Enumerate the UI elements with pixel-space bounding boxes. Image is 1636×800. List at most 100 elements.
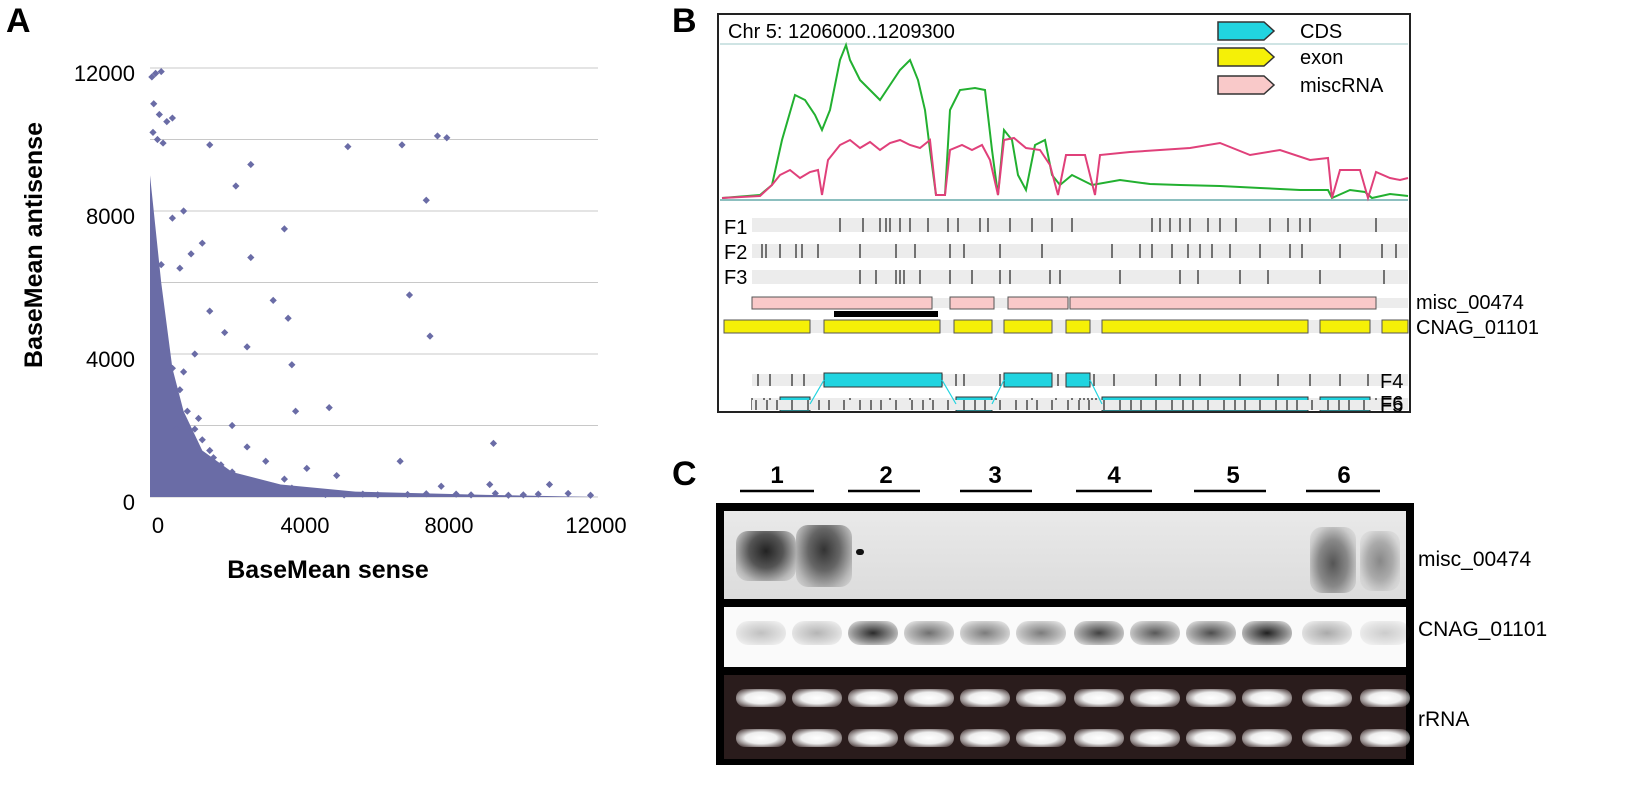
cnag-band xyxy=(1074,621,1124,645)
track-label-cnag-01101: CNAG_01101 xyxy=(1416,317,1539,339)
misc-rna-block xyxy=(949,296,995,310)
f3-stop-codons xyxy=(859,270,1385,284)
scatter-point xyxy=(303,464,311,472)
y-tick-0: 0 xyxy=(123,490,135,515)
x-tick-8000: 8000 xyxy=(425,513,474,538)
antisense-coverage-line xyxy=(721,136,1409,202)
scatter-point xyxy=(243,443,251,451)
scatter-point xyxy=(157,261,165,269)
scatter-point xyxy=(152,69,160,77)
scatter-point xyxy=(452,490,460,498)
scatter-point xyxy=(280,225,288,233)
scatter-point xyxy=(148,73,156,81)
scatter-point xyxy=(269,296,277,304)
rrna-band xyxy=(904,729,954,747)
lane-label-4: 4 xyxy=(1107,462,1121,489)
scatter-point xyxy=(374,491,382,499)
exon-block xyxy=(723,319,811,334)
cnag-band xyxy=(848,621,898,645)
sense-coverage-line xyxy=(721,41,1409,200)
scatter-point xyxy=(247,160,255,169)
legend-exon-label: exon xyxy=(1300,47,1343,69)
scatter-point xyxy=(405,291,414,299)
scatter-point xyxy=(183,407,191,415)
scatter-point xyxy=(491,489,499,498)
exon-block xyxy=(1101,319,1309,334)
rrna-band xyxy=(736,729,786,747)
scatter-point xyxy=(437,482,445,490)
x-tick-0: 0 xyxy=(152,513,164,538)
scatter-point xyxy=(153,135,162,144)
scatter-plot: 0 4000 8000 12000 0 4000 8000 12000 Base… xyxy=(20,61,627,584)
frame-label-f1: F1 xyxy=(724,217,747,239)
scatter-point xyxy=(168,214,176,222)
y-tick-4000: 4000 xyxy=(86,347,135,372)
browser-frame xyxy=(717,13,1411,413)
rrna-band xyxy=(1360,729,1410,747)
splice-connectors xyxy=(809,379,1103,405)
scatter-point xyxy=(180,368,188,376)
frame-label-f5: F5 xyxy=(1380,395,1403,417)
scatter-point xyxy=(288,361,296,369)
scatter-point xyxy=(489,439,498,447)
rrna-band xyxy=(1302,729,1352,747)
exon-block xyxy=(1319,319,1371,334)
exon-legend-swatch xyxy=(1217,47,1276,67)
lane-label-2: 2 xyxy=(879,462,892,489)
scatter-point xyxy=(157,67,165,76)
rrna-band xyxy=(1016,689,1066,707)
cds-block xyxy=(1065,372,1091,388)
exon-block xyxy=(1381,319,1409,334)
scatter-point xyxy=(292,407,300,415)
scatter-point xyxy=(194,414,203,422)
rrna-band xyxy=(848,689,898,707)
rrna-band xyxy=(960,689,1010,707)
scatter-point xyxy=(149,128,157,136)
f2-stop-codons xyxy=(761,244,1397,258)
legend-miscrna-label: miscRNA xyxy=(1300,75,1384,97)
scatter-point xyxy=(586,491,595,499)
cnag-band xyxy=(792,621,842,645)
scatter-point xyxy=(239,475,247,483)
scatter-point xyxy=(340,491,348,499)
scatter-point xyxy=(422,196,430,204)
cds-block xyxy=(1003,372,1053,388)
cnag-band xyxy=(904,621,954,645)
probe-label-rrna: rRNA xyxy=(1418,708,1470,731)
frame-track-f6 xyxy=(752,400,1408,410)
locus-label: Chr 5: 1206000..1209300 xyxy=(728,21,955,43)
scatter-point xyxy=(486,480,494,489)
scatter-point xyxy=(217,468,225,476)
cnag-band xyxy=(736,621,786,645)
frame-track-f3 xyxy=(752,270,1408,284)
rrna-band xyxy=(1302,689,1352,707)
frame-label-f6: F6 xyxy=(1380,393,1403,415)
rrna-band xyxy=(1186,689,1236,707)
scatter-point xyxy=(333,471,341,480)
scatter-point xyxy=(243,343,251,351)
northern-blot xyxy=(716,503,1414,765)
lane-label-3: 3 xyxy=(988,462,1001,489)
rrna-band xyxy=(792,689,842,707)
scatter-point xyxy=(198,239,206,247)
scatter-point xyxy=(310,488,318,496)
scatter-point xyxy=(284,314,292,322)
misc-rna-block xyxy=(751,296,933,310)
scatter-point xyxy=(206,141,214,149)
rrna-band xyxy=(848,729,898,747)
scatter-point xyxy=(228,421,236,430)
panel-label-c: C xyxy=(672,455,697,493)
scatter-point xyxy=(325,404,333,412)
y-tick-12000: 12000 xyxy=(74,61,135,86)
f1-stop-codons xyxy=(839,218,1377,232)
scatter-point xyxy=(433,132,442,140)
rrna-band xyxy=(904,689,954,707)
genome-browser: Chr 5: 1206000..1209300 CDS exon miscRNA… xyxy=(717,13,1539,417)
blot-cnag-01101 xyxy=(724,607,1410,667)
blot-misc-00474 xyxy=(724,511,1406,599)
panel-label-a: A xyxy=(6,2,31,40)
scatter-point xyxy=(180,207,188,215)
scatter-point xyxy=(247,253,255,262)
scatter-point xyxy=(344,143,352,151)
scatter-point xyxy=(545,480,554,489)
